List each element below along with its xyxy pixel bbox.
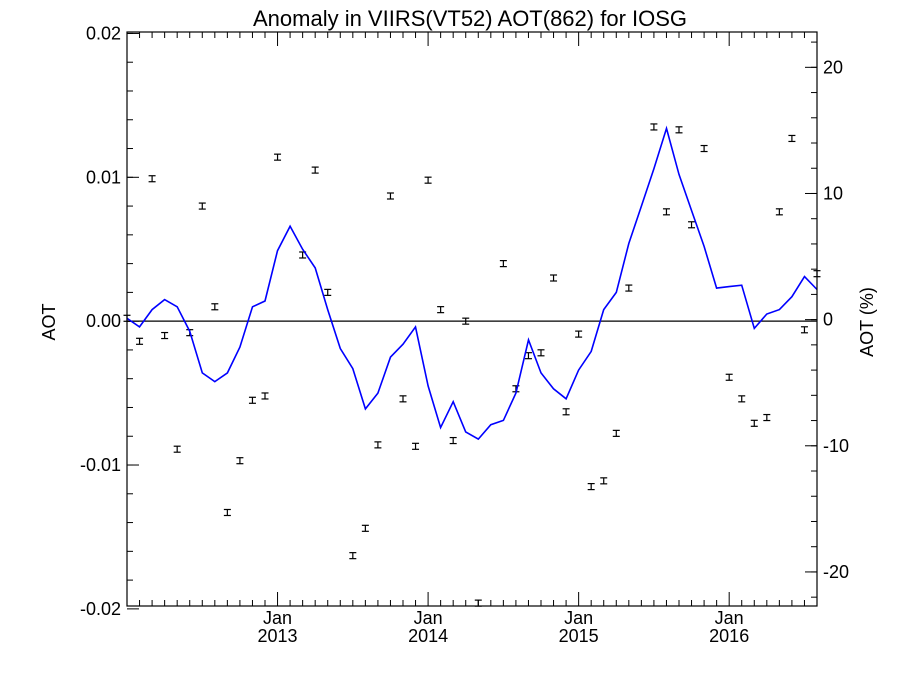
data-point [274,153,282,161]
data-point [449,436,457,445]
data-point [725,373,733,381]
x-tick-label-year: 2016 [709,626,749,646]
data-point [261,392,269,400]
x-tick-label-year: 2013 [258,626,298,646]
y-tick-label-right: 10 [823,183,843,203]
data-point [424,176,432,184]
anomaly-points [123,123,821,607]
data-point [412,442,420,450]
data-point [550,274,558,282]
right-y-axis: -20 -10 0 10 20 [805,41,849,598]
y-tick-label-right: -10 [823,436,849,456]
data-point [374,441,382,449]
data-point [750,419,758,427]
y-tick-label-right: -20 [823,562,849,582]
data-point [173,445,181,453]
data-point [148,175,156,183]
data-point [612,429,620,437]
y-tick-label-right: 20 [823,57,843,77]
data-point [311,166,319,174]
y-axis-label-right: AOT (%) [857,287,877,357]
data-point [562,408,570,416]
x-tick-label-month: Jan [414,608,443,628]
data-point [462,317,470,325]
data-point [161,331,169,340]
data-point [688,221,696,229]
data-point [437,306,445,314]
data-point [136,337,144,345]
x-tick-label-month: Jan [715,608,744,628]
data-point [386,192,394,200]
data-point [800,326,808,334]
x-tick-label-year: 2015 [559,626,599,646]
data-point [474,599,482,607]
x-tick-label-year: 2014 [408,626,448,646]
y-tick-label-left: 0.02 [86,23,121,43]
data-point [738,395,746,403]
data-point [775,208,783,216]
data-point [361,524,369,532]
data-point [625,284,633,292]
data-point [675,126,683,134]
data-point [600,477,608,485]
data-point [399,395,407,403]
data-point [662,208,670,216]
data-point [236,457,244,465]
data-point [537,349,545,357]
data-point [650,123,658,131]
x-tick-label-month: Jan [263,608,292,628]
y-tick-label-left: -0.02 [80,599,121,619]
data-point [575,330,583,338]
data-point [223,508,231,517]
data-point [499,260,507,268]
smoothed-line [126,125,818,441]
data-point [324,288,332,296]
chart-title: Anomaly in VIIRS(VT52) AOT(862) for IOSG [253,6,687,31]
data-point [587,482,595,491]
y-tick-label-left: 0.01 [86,167,121,187]
data-point [763,413,771,422]
plot-area [123,123,821,607]
data-point [248,396,256,404]
y-axis-label-left: AOT [39,303,59,340]
y-tick-label-right: 0 [823,310,833,330]
y-tick-label-left: 0.00 [86,311,121,331]
x-tick-label-month: Jan [564,608,593,628]
data-point [211,303,219,311]
y-tick-label-left: -0.01 [80,455,121,475]
data-point [349,552,357,560]
data-point [788,134,796,143]
data-point [700,144,708,153]
data-point [198,202,206,210]
plot-frame [126,31,818,607]
